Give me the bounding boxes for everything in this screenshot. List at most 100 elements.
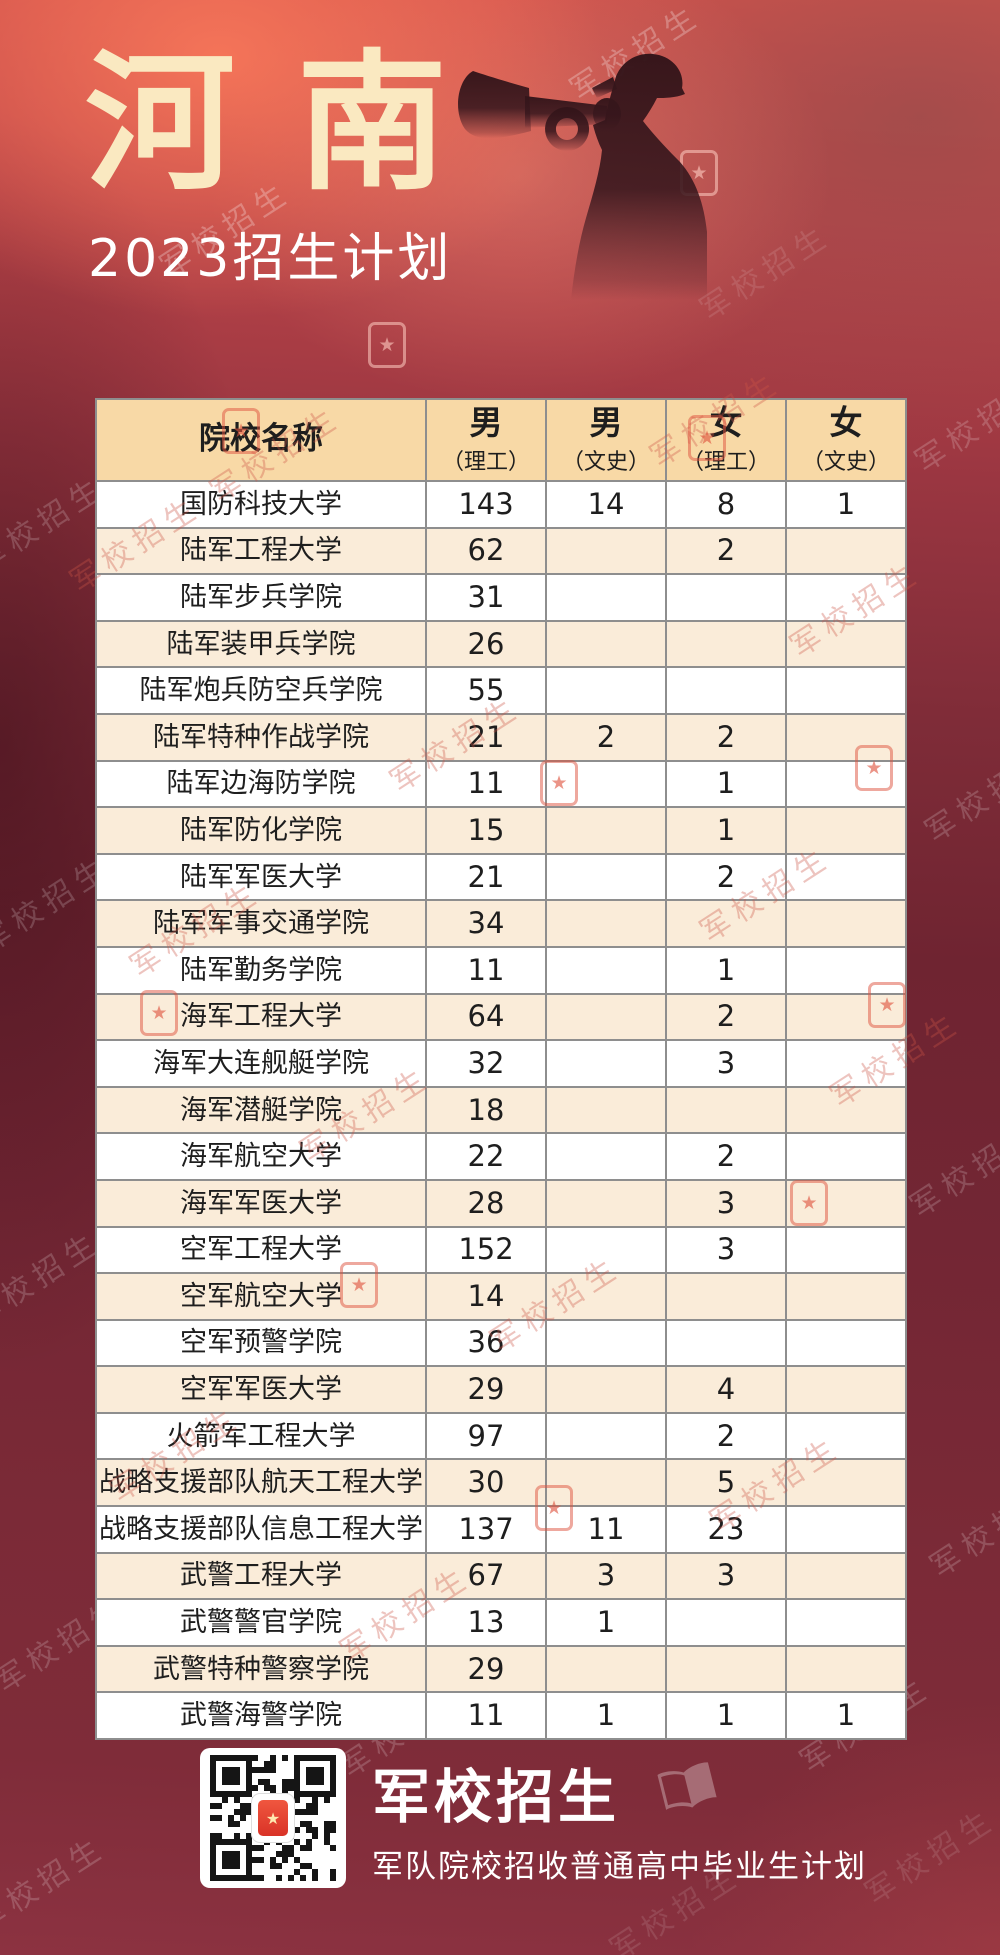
watermark-text: 军校招生 bbox=[859, 1801, 1000, 1912]
count-cell: 5 bbox=[665, 1458, 787, 1508]
watermark-text: 军校招生 bbox=[694, 217, 838, 328]
count-cell: 11 bbox=[545, 1505, 667, 1554]
count-cell: 67 bbox=[425, 1551, 547, 1601]
count-cell bbox=[545, 806, 667, 855]
count-cell bbox=[785, 759, 907, 809]
col-header-label: 女 bbox=[709, 403, 743, 443]
table-row: 火箭军工程大学 97 2 bbox=[95, 1411, 907, 1461]
table-row: 武警特种警察学院 29 bbox=[95, 1644, 907, 1694]
school-name-cell: 陆军防化学院 bbox=[95, 806, 427, 855]
count-cell bbox=[785, 1551, 907, 1601]
count-cell bbox=[785, 852, 907, 902]
count-cell bbox=[545, 992, 667, 1042]
count-cell bbox=[545, 1272, 667, 1321]
count-cell: 3 bbox=[545, 1551, 667, 1601]
watermark-text: 军校招生 bbox=[909, 369, 1000, 480]
school-name-cell: 国防科技大学 bbox=[95, 480, 427, 529]
count-cell bbox=[665, 1598, 787, 1647]
count-cell: 18 bbox=[425, 1085, 547, 1135]
military-emblem-icon: ★ bbox=[258, 1800, 288, 1836]
count-cell: 14 bbox=[545, 480, 667, 529]
count-cell: 15 bbox=[425, 806, 547, 855]
count-cell bbox=[545, 1365, 667, 1414]
qr-center-logo: ★ bbox=[252, 1794, 294, 1842]
count-cell bbox=[545, 899, 667, 948]
col-header-sublabel: （文史） bbox=[561, 449, 650, 475]
count-cell: 2 bbox=[665, 1132, 787, 1181]
count-cell bbox=[545, 1132, 667, 1181]
count-cell: 30 bbox=[425, 1458, 547, 1508]
bugle-bell bbox=[458, 71, 531, 139]
table-row: 陆军工程大学 62 2 bbox=[95, 526, 907, 576]
count-cell: 11 bbox=[425, 945, 547, 995]
count-cell: 143 bbox=[425, 480, 547, 529]
count-cell bbox=[785, 573, 907, 622]
count-cell bbox=[545, 1225, 667, 1275]
count-cell: 8 bbox=[665, 480, 787, 529]
count-cell bbox=[785, 1318, 907, 1368]
count-cell: 152 bbox=[425, 1225, 547, 1275]
table-row: 陆军防化学院 15 1 bbox=[95, 806, 907, 855]
count-cell: 21 bbox=[425, 712, 547, 762]
count-cell bbox=[785, 1225, 907, 1275]
count-cell: 34 bbox=[425, 899, 547, 948]
table-row: 陆军炮兵防空兵学院 55 bbox=[95, 666, 907, 715]
count-cell bbox=[545, 573, 667, 622]
table-row: 海军潜艇学院 18 bbox=[95, 1085, 907, 1135]
count-cell: 2 bbox=[665, 1411, 787, 1461]
col-header-label: 男 bbox=[589, 403, 623, 443]
table-header-row: 院校名称 男 （理工） 男 （文史） 女 （理工） 女 bbox=[95, 398, 907, 482]
school-name-cell: 武警海警学院 bbox=[95, 1691, 427, 1741]
flag-watermark-icon: ★ bbox=[368, 322, 406, 368]
count-cell bbox=[545, 1039, 667, 1088]
count-cell bbox=[785, 1039, 907, 1088]
plan-subtitle: 2023招生计划 bbox=[88, 229, 453, 289]
school-name-cell: 空军预警学院 bbox=[95, 1318, 427, 1368]
count-cell bbox=[545, 945, 667, 995]
count-cell bbox=[785, 945, 907, 995]
table-row: 武警工程大学 67 3 3 bbox=[95, 1551, 907, 1601]
count-cell: 64 bbox=[425, 992, 547, 1042]
count-cell bbox=[545, 1458, 667, 1508]
col-header-sublabel: （理工） bbox=[441, 449, 530, 475]
count-cell bbox=[785, 1085, 907, 1135]
province-title: 河南 bbox=[85, 37, 510, 211]
school-name-cell: 陆军特种作战学院 bbox=[95, 712, 427, 762]
count-cell: 2 bbox=[665, 852, 787, 902]
count-cell bbox=[545, 1644, 667, 1694]
table-row: 海军工程大学 64 2 bbox=[95, 992, 907, 1042]
count-cell: 3 bbox=[665, 1039, 787, 1088]
count-cell bbox=[785, 1272, 907, 1321]
watermark-text: 军校招生 bbox=[904, 1114, 1000, 1225]
school-name-cell: 海军工程大学 bbox=[95, 992, 427, 1042]
count-cell: 29 bbox=[425, 1644, 547, 1694]
table-row: 海军航空大学 22 2 bbox=[95, 1132, 907, 1181]
table-row: 空军工程大学 152 3 bbox=[95, 1225, 907, 1275]
table-row: 海军军医大学 28 3 bbox=[95, 1178, 907, 1228]
count-cell: 137 bbox=[425, 1505, 547, 1554]
count-cell bbox=[545, 1318, 667, 1368]
watermark-text: 军校招生 bbox=[924, 1474, 1000, 1585]
count-cell bbox=[545, 526, 667, 576]
count-cell: 36 bbox=[425, 1318, 547, 1368]
admissions-table: 院校名称 男 （理工） 男 （文史） 女 （理工） 女 bbox=[95, 398, 907, 1741]
count-cell: 1 bbox=[665, 1691, 787, 1741]
bugle-loop bbox=[545, 107, 590, 151]
count-cell: 1 bbox=[785, 480, 907, 529]
col-header-label: 男 bbox=[469, 403, 503, 443]
count-cell bbox=[785, 1505, 907, 1554]
count-cell bbox=[665, 1644, 787, 1694]
table-row: 战略支援部队航天工程大学 30 5 bbox=[95, 1458, 907, 1508]
count-cell: 1 bbox=[785, 1691, 907, 1741]
school-name-cell: 战略支援部队航天工程大学 bbox=[95, 1458, 427, 1508]
count-cell: 28 bbox=[425, 1178, 547, 1228]
school-name-cell: 陆军军事交通学院 bbox=[95, 899, 427, 948]
count-cell: 23 bbox=[665, 1505, 787, 1554]
count-cell: 2 bbox=[665, 712, 787, 762]
count-cell bbox=[785, 806, 907, 855]
school-name-cell: 空军军医大学 bbox=[95, 1365, 427, 1414]
count-cell: 11 bbox=[425, 1691, 547, 1741]
count-cell bbox=[545, 1178, 667, 1228]
table-row: 武警海警学院 11 1 1 1 bbox=[95, 1691, 907, 1741]
table-row: 战略支援部队信息工程大学 137 11 23 bbox=[95, 1505, 907, 1554]
